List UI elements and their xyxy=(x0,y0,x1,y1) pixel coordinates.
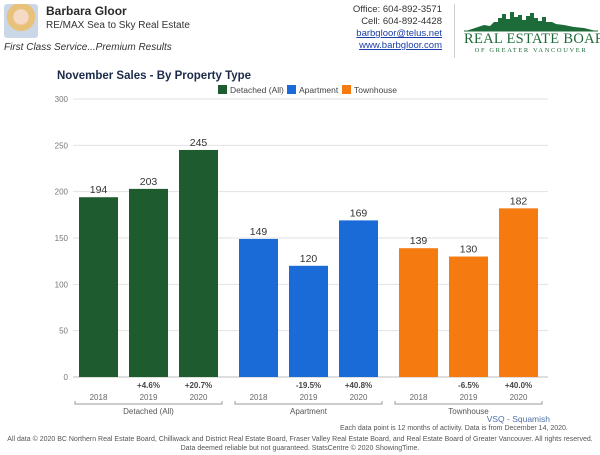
bar xyxy=(179,149,218,377)
logo-title: REAL ESTATE BOARD xyxy=(464,31,600,47)
legend-label-detached: Detached (All) xyxy=(230,85,284,95)
legend-label-apartment: Apartment xyxy=(299,85,339,95)
x-category-label: 2018 xyxy=(250,393,268,402)
x-category-label: 2019 xyxy=(460,393,478,402)
y-tick-label: 100 xyxy=(55,280,69,289)
bar-value-label: 149 xyxy=(250,226,268,238)
bar-value-label: 245 xyxy=(190,137,208,149)
legend-item-apartment: Apartment xyxy=(287,84,338,96)
x-tick-label: +40.8% xyxy=(345,381,372,390)
office-phone: Office: 604-892-3571 xyxy=(352,4,442,15)
legend-swatch-townhouse xyxy=(342,85,351,94)
legend-swatch-apartment xyxy=(287,85,296,94)
x-category-label: 2020 xyxy=(350,393,368,402)
footer-note-disclaimer: Data deemed reliable but not guaranteed.… xyxy=(180,445,420,452)
agent-avatar xyxy=(4,4,38,38)
legend-swatch-detached xyxy=(218,85,227,94)
x-tick-label: +20.7% xyxy=(185,381,212,390)
bar xyxy=(289,265,328,377)
x-category-label: 2018 xyxy=(90,393,108,402)
agent-company: RE/MAX Sea to Sky Real Estate xyxy=(46,20,190,31)
skyline-icon xyxy=(464,12,598,32)
bar-value-label: 169 xyxy=(350,207,368,219)
bar-value-label: 194 xyxy=(90,184,108,196)
footer-note-activity: Each data point is 12 months of activity… xyxy=(340,425,568,432)
group-label: Apartment xyxy=(290,407,328,416)
chart-legend: Detached (All) Apartment Townhouse xyxy=(0,84,600,98)
bar xyxy=(339,220,378,377)
chart-plot: 0 50 100 150 200 250 300 194 2018 203 +4.6% 2019 245… xyxy=(55,95,548,416)
logo-subtitle: OF GREATER VANCOUVER xyxy=(474,47,588,54)
bar xyxy=(79,197,118,377)
x-category-label: 2019 xyxy=(300,393,318,402)
y-tick-label: 300 xyxy=(55,95,69,104)
sales-chart: November Sales - By Property Type Detach… xyxy=(0,62,600,420)
data-source: VSQ - Squamish xyxy=(486,414,550,424)
website-link[interactable]: www.barbgloor.com xyxy=(359,40,442,51)
agent-name: Barbara Gloor xyxy=(46,4,127,18)
email-link[interactable]: barbgloor@telus.net xyxy=(356,28,442,39)
bar-value-label: 139 xyxy=(410,235,428,247)
cell-phone: Cell: 604-892-4428 xyxy=(361,16,442,27)
contact-block: Office: 604-892-3571 Cell: 604-892-4428 … xyxy=(353,4,442,52)
bar xyxy=(499,208,538,377)
y-tick-label: 250 xyxy=(55,141,69,150)
x-tick-label: -19.5% xyxy=(296,381,321,390)
legend-item-detached: Detached (All) xyxy=(218,84,284,96)
board-logo: REAL ESTATE BOARD OF GREATER VANCOUVER xyxy=(464,10,600,56)
group-bracket xyxy=(74,401,223,405)
x-category-label: 2019 xyxy=(140,393,158,402)
bar-value-label: 182 xyxy=(510,195,528,207)
y-tick-label: 50 xyxy=(59,327,68,336)
bar xyxy=(399,248,438,377)
bar xyxy=(239,238,278,377)
report-header: Barbara Gloor RE/MAX Sea to Sky Real Est… xyxy=(0,0,600,62)
footer-note-copyright: All data © 2020 BC Northern Real Estate … xyxy=(7,436,593,443)
header-divider xyxy=(454,4,455,58)
x-category-label: 2020 xyxy=(190,393,208,402)
y-tick-label: 150 xyxy=(55,234,69,243)
bar xyxy=(129,188,168,377)
legend-label-townhouse: Townhouse xyxy=(354,85,398,95)
bar xyxy=(449,256,488,377)
y-tick-label: 0 xyxy=(64,373,69,382)
bar-value-label: 120 xyxy=(300,253,318,265)
x-category-label: 2018 xyxy=(410,393,428,402)
y-tick-label: 200 xyxy=(55,188,69,197)
bar-value-label: 203 xyxy=(140,176,158,188)
group-label: Detached (All) xyxy=(123,407,174,416)
group-label: Townhouse xyxy=(448,407,489,416)
x-tick-label: +4.6% xyxy=(137,381,160,390)
x-tick-label: -6.5% xyxy=(458,381,479,390)
x-category-label: 2020 xyxy=(510,393,528,402)
group-bracket xyxy=(234,401,383,405)
x-tick-label: +40.0% xyxy=(505,381,532,390)
legend-item-townhouse: Townhouse xyxy=(342,84,397,96)
group-bracket xyxy=(394,401,543,405)
bar-value-label: 130 xyxy=(460,244,478,256)
agent-tagline: First Class Service...Premium Results xyxy=(4,42,172,53)
chart-title: November Sales - By Property Type xyxy=(57,70,252,82)
